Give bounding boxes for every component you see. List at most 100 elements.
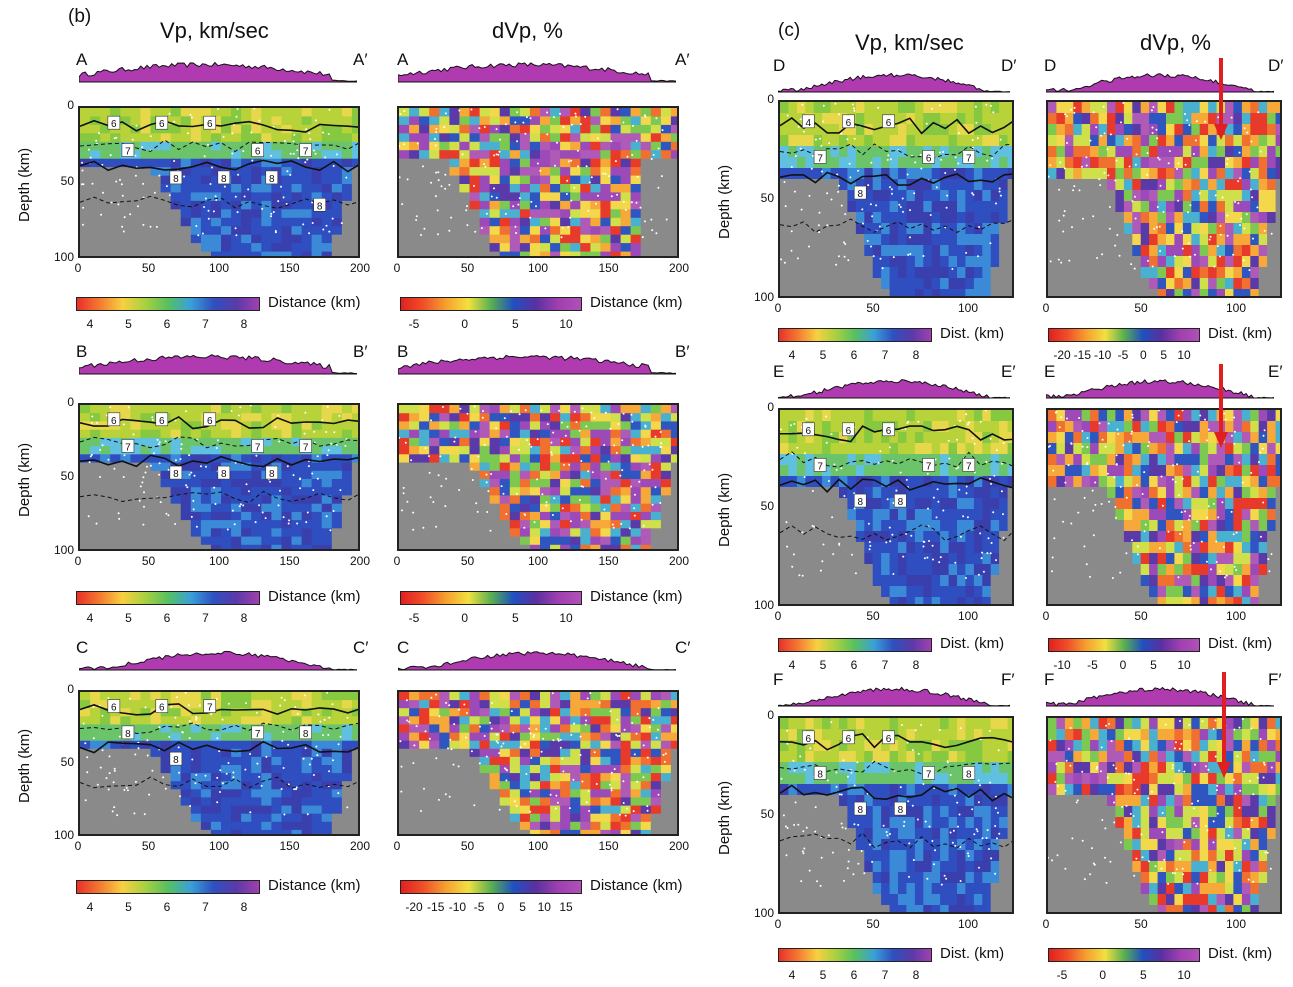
velocity-cell xyxy=(419,789,430,798)
velocity-cell xyxy=(80,167,91,177)
velocity-cell xyxy=(830,278,840,290)
hypocenter-dot xyxy=(793,190,796,193)
velocity-cell xyxy=(190,544,202,549)
velocity-cell xyxy=(459,789,471,798)
velocity-cell xyxy=(780,157,789,169)
velocity-cell xyxy=(529,716,541,725)
velocity-cell xyxy=(610,437,622,447)
velocity-cell xyxy=(610,829,622,834)
velocity-cell xyxy=(281,446,293,455)
velocity-cell xyxy=(610,243,622,253)
velocity-cell xyxy=(529,192,541,202)
velocity-cell xyxy=(580,184,591,193)
velocity-cell xyxy=(640,209,652,219)
velocity-cell xyxy=(311,765,323,774)
velocity-cell xyxy=(650,226,662,236)
velocity-cell xyxy=(499,150,511,160)
hypocenter-dot xyxy=(619,474,622,477)
velocity-cell xyxy=(180,192,192,202)
velocity-cell xyxy=(180,520,192,529)
velocity-cell xyxy=(251,462,262,472)
velocity-cell xyxy=(923,113,933,125)
velocity-cell xyxy=(872,212,882,224)
velocity-cell xyxy=(1007,102,1012,114)
velocity-cell xyxy=(640,158,652,168)
velocity-cell xyxy=(449,184,461,193)
velocity-cell xyxy=(914,256,924,268)
hypocenter-dot xyxy=(258,775,261,778)
hypocenter-dot xyxy=(107,458,110,461)
velocity-cell xyxy=(449,528,461,538)
velocity-cell xyxy=(341,797,353,807)
velocity-cell xyxy=(519,765,531,774)
velocity-cell xyxy=(90,446,101,455)
velocity-cell xyxy=(110,748,121,758)
velocity-cell xyxy=(660,133,672,143)
hypocenter-dot xyxy=(466,205,468,208)
velocity-cell xyxy=(170,544,182,549)
velocity-cell xyxy=(1007,278,1012,290)
velocity-cell xyxy=(251,528,262,538)
hypocenter-dot xyxy=(112,781,115,784)
velocity-cell xyxy=(419,503,430,513)
velocity-cell xyxy=(499,503,511,513)
velocity-cell xyxy=(600,756,612,766)
dist-axis-B-dvp-tick: 100 xyxy=(527,554,549,568)
hypocenter-dot xyxy=(540,409,543,412)
velocity-cell xyxy=(241,495,252,505)
velocity-cell xyxy=(399,544,410,549)
hypocenter-dot xyxy=(87,148,90,151)
velocity-cell xyxy=(982,267,992,279)
velocity-cell xyxy=(241,133,252,143)
velocity-cell xyxy=(321,789,333,798)
velocity-cell xyxy=(914,245,924,257)
velocity-cell xyxy=(140,217,152,227)
velocity-cell xyxy=(1048,124,1057,136)
velocity-cell xyxy=(990,124,1000,136)
velocity-cell xyxy=(570,773,581,782)
velocity-cell xyxy=(973,201,983,213)
velocity-cell xyxy=(100,708,111,717)
velocity-cell xyxy=(419,200,430,210)
velocity-cell xyxy=(489,124,501,134)
velocity-cell xyxy=(670,470,677,480)
velocity-cell xyxy=(449,243,461,253)
hypocenter-dot xyxy=(889,158,892,161)
hypocenter-dot xyxy=(799,118,802,121)
velocity-cell xyxy=(965,179,975,191)
hypocenter-dot xyxy=(529,810,532,813)
velocity-cell xyxy=(399,108,410,117)
velocity-cell xyxy=(150,781,162,790)
velocity-cell xyxy=(140,821,152,831)
velocity-cell xyxy=(620,748,632,758)
velocity-cell xyxy=(965,234,975,246)
velocity-cell xyxy=(1267,179,1277,191)
velocity-cell xyxy=(231,773,242,782)
velocity-cell xyxy=(864,157,874,169)
velocity-cell xyxy=(550,716,561,725)
hypocenter-dot xyxy=(587,790,590,793)
hypocenter-dot xyxy=(282,196,285,199)
velocity-cell xyxy=(610,511,622,521)
velocity-cell xyxy=(855,256,865,268)
velocity-cell xyxy=(640,503,652,513)
hypocenter-dot xyxy=(422,526,425,529)
hypocenter-dot xyxy=(191,758,194,761)
velocity-cell xyxy=(140,805,152,815)
velocity-cell xyxy=(449,765,461,774)
hypocenter-dot xyxy=(332,510,335,512)
velocity-cell xyxy=(251,765,262,774)
hypocenter-dot xyxy=(297,157,300,160)
velocity-cell xyxy=(1157,157,1167,169)
velocity-cell xyxy=(813,168,823,180)
hypocenter-dot xyxy=(844,243,847,245)
hypocenter-dot xyxy=(567,225,570,228)
velocity-cell xyxy=(120,234,131,244)
velocity-cell xyxy=(399,454,410,464)
hypocenter-dot xyxy=(86,756,89,759)
velocity-cell xyxy=(311,413,323,422)
velocity-cell xyxy=(90,217,101,227)
hypocenter-dot xyxy=(101,444,104,447)
hypocenter-dot xyxy=(618,734,621,737)
